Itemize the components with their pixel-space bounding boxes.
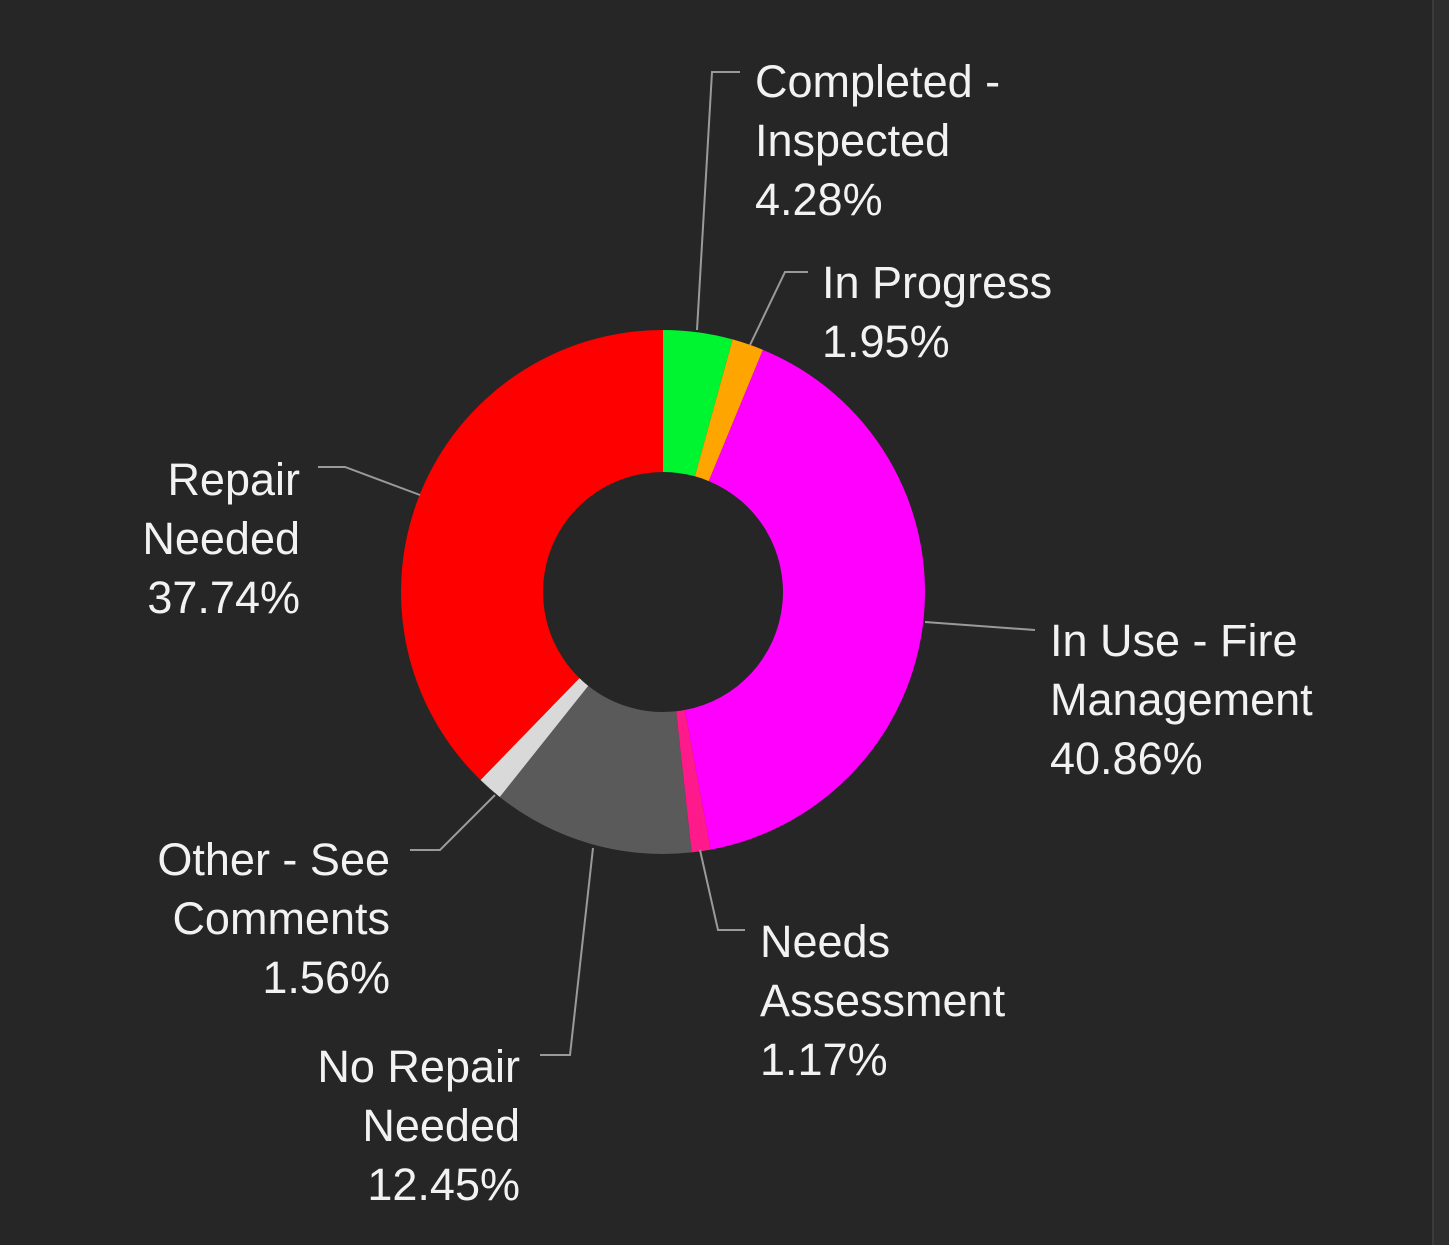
leader-line	[410, 794, 496, 851]
slice	[676, 709, 711, 853]
category-label: Other - See Comments	[157, 834, 390, 944]
category-label: Completed - Inspected	[755, 56, 1001, 166]
slice-label: Completed - Inspected 4.28%	[755, 52, 1085, 229]
leader-line	[540, 847, 594, 1056]
leader-line	[696, 71, 740, 331]
leader-line	[699, 849, 745, 931]
slice	[480, 678, 589, 797]
slice	[684, 349, 925, 850]
value-label: 4.28%	[755, 174, 883, 225]
slice	[694, 339, 763, 482]
slice-label: Repair Needed 37.74%	[60, 450, 300, 627]
leader-line	[924, 621, 1036, 631]
slice-label: Needs Assessment 1.17%	[760, 912, 1060, 1089]
value-label: 40.86%	[1050, 733, 1203, 784]
category-label: No Repair Needed	[317, 1041, 520, 1151]
slice	[663, 330, 733, 477]
leader-line	[749, 271, 808, 346]
slice	[400, 330, 663, 780]
category-label: In Progress	[822, 257, 1053, 308]
category-label: In Use - Fire Management	[1050, 615, 1313, 725]
value-label: 1.95%	[822, 316, 950, 367]
slice-label: No Repair Needed 12.45%	[250, 1037, 520, 1214]
value-label: 1.17%	[760, 1034, 888, 1085]
category-label: Needs Assessment	[760, 916, 1006, 1026]
value-label: 1.56%	[262, 952, 390, 1003]
slice	[499, 685, 692, 854]
slice-label: In Use - Fire Management 40.86%	[1050, 611, 1395, 788]
panel-edge	[1432, 0, 1449, 1245]
leader-line	[318, 466, 421, 496]
slice-label: Other - See Comments 1.56%	[100, 830, 390, 1007]
value-label: 37.74%	[147, 572, 300, 623]
category-label: Repair Needed	[142, 454, 300, 564]
value-label: 12.45%	[367, 1159, 520, 1210]
slice-label: In Progress 1.95%	[822, 253, 1222, 371]
